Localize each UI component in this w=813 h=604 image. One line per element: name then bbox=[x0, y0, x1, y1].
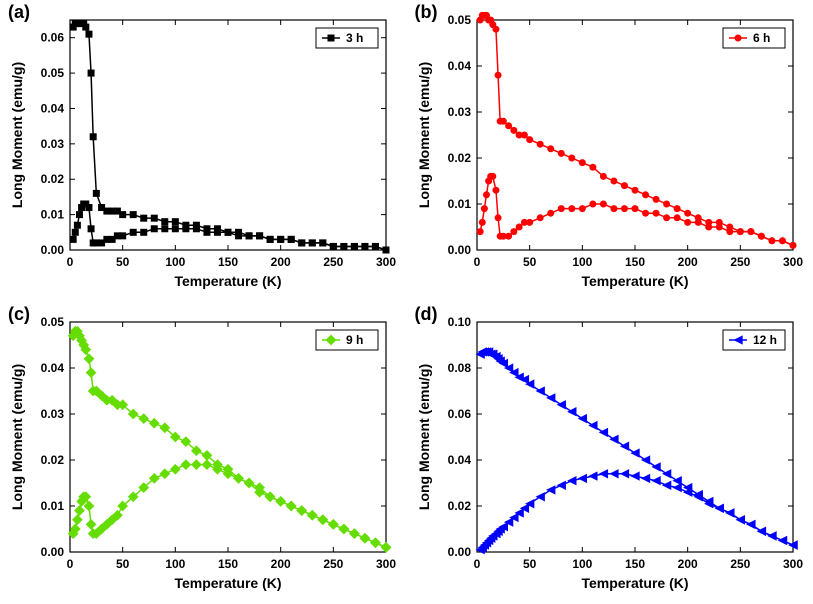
svg-text:0.02: 0.02 bbox=[447, 499, 471, 513]
chart-d: 0 50 100 150 200 250 300 0.00 0.02 0.04 0.06 0.08 0.… bbox=[413, 308, 807, 598]
svg-text:200: 200 bbox=[271, 255, 291, 269]
svg-text:0.04: 0.04 bbox=[41, 101, 65, 115]
svg-text:50: 50 bbox=[116, 255, 130, 269]
svg-text:0.03: 0.03 bbox=[41, 137, 65, 151]
svg-text:12 h: 12 h bbox=[753, 333, 777, 347]
svg-text:0.00: 0.00 bbox=[41, 545, 65, 559]
svg-text:200: 200 bbox=[677, 557, 697, 571]
svg-text:0.04: 0.04 bbox=[447, 59, 471, 73]
panel-b: (b) 0 50 100 150 200 250 300 0.00 0.01 0.02 0.03 0.… bbox=[407, 0, 813, 302]
svg-text:150: 150 bbox=[624, 557, 644, 571]
svg-text:6 h: 6 h bbox=[753, 31, 770, 45]
svg-text:0.01: 0.01 bbox=[447, 197, 471, 211]
svg-text:Long Moment (emu/g): Long Moment (emu/g) bbox=[416, 62, 432, 208]
panel-label-b: (b) bbox=[415, 2, 438, 23]
svg-text:Long Moment (emu/g): Long Moment (emu/g) bbox=[416, 364, 432, 510]
svg-text:0.02: 0.02 bbox=[447, 151, 471, 165]
svg-text:250: 250 bbox=[730, 557, 750, 571]
panel-label-a: (a) bbox=[8, 2, 30, 23]
svg-text:0: 0 bbox=[67, 557, 74, 571]
svg-text:0.03: 0.03 bbox=[41, 407, 65, 421]
svg-text:100: 100 bbox=[572, 557, 592, 571]
svg-text:0.04: 0.04 bbox=[447, 453, 471, 467]
svg-text:0.02: 0.02 bbox=[41, 172, 65, 186]
svg-text:300: 300 bbox=[376, 557, 396, 571]
svg-text:0.05: 0.05 bbox=[41, 315, 65, 329]
svg-text:0.06: 0.06 bbox=[41, 31, 65, 45]
svg-text:0.01: 0.01 bbox=[41, 208, 65, 222]
figure-grid: (a) 0 50 100 150 200 250 300 0.00 0.01 0.02 0.03 0.… bbox=[0, 0, 813, 604]
svg-text:0.10: 0.10 bbox=[447, 315, 471, 329]
svg-text:0.02: 0.02 bbox=[41, 453, 65, 467]
panel-label-d: (d) bbox=[415, 304, 438, 325]
svg-text:Temperature (K): Temperature (K) bbox=[174, 273, 281, 289]
chart-c: 0 50 100 150 200 250 300 0.00 0.01 0.02 0.03 0.04 0.… bbox=[6, 308, 400, 598]
svg-text:0: 0 bbox=[67, 255, 74, 269]
svg-text:150: 150 bbox=[218, 557, 238, 571]
svg-text:0.06: 0.06 bbox=[447, 407, 471, 421]
svg-text:0.03: 0.03 bbox=[447, 105, 471, 119]
svg-text:150: 150 bbox=[218, 255, 238, 269]
svg-text:3 h: 3 h bbox=[346, 31, 363, 45]
svg-text:Long Moment (emu/g): Long Moment (emu/g) bbox=[9, 364, 25, 510]
svg-text:0.08: 0.08 bbox=[447, 361, 471, 375]
svg-text:0.00: 0.00 bbox=[447, 243, 471, 257]
svg-text:250: 250 bbox=[730, 255, 750, 269]
svg-text:50: 50 bbox=[522, 255, 536, 269]
svg-text:100: 100 bbox=[165, 255, 185, 269]
svg-text:300: 300 bbox=[782, 255, 802, 269]
svg-text:Temperature (K): Temperature (K) bbox=[174, 575, 281, 591]
panel-d: (d) 0 50 100 150 200 250 300 0.00 0.02 0.04 0.06 0.… bbox=[407, 302, 813, 604]
svg-text:Long Moment (emu/g): Long Moment (emu/g) bbox=[9, 62, 25, 208]
svg-text:100: 100 bbox=[165, 557, 185, 571]
svg-text:200: 200 bbox=[271, 557, 291, 571]
svg-text:50: 50 bbox=[116, 557, 130, 571]
svg-text:0.05: 0.05 bbox=[447, 13, 471, 27]
svg-text:Temperature (K): Temperature (K) bbox=[581, 273, 688, 289]
svg-text:300: 300 bbox=[376, 255, 396, 269]
svg-text:250: 250 bbox=[323, 557, 343, 571]
panel-label-c: (c) bbox=[8, 304, 30, 325]
svg-text:300: 300 bbox=[782, 557, 802, 571]
panel-c: (c) 0 50 100 150 200 250 300 0.00 0.01 0.02 0.03 0.… bbox=[0, 302, 407, 604]
svg-text:0.00: 0.00 bbox=[447, 545, 471, 559]
svg-text:0: 0 bbox=[473, 557, 480, 571]
chart-a: 0 50 100 150 200 250 300 0.00 0.01 0.02 0.03 0.04 0.… bbox=[6, 6, 400, 296]
svg-text:Temperature (K): Temperature (K) bbox=[581, 575, 688, 591]
svg-text:0.00: 0.00 bbox=[41, 243, 65, 257]
svg-text:200: 200 bbox=[677, 255, 697, 269]
svg-text:50: 50 bbox=[522, 557, 536, 571]
svg-text:100: 100 bbox=[572, 255, 592, 269]
panel-a: (a) 0 50 100 150 200 250 300 0.00 0.01 0.02 0.03 0.… bbox=[0, 0, 407, 302]
svg-text:250: 250 bbox=[323, 255, 343, 269]
svg-text:9 h: 9 h bbox=[346, 333, 363, 347]
svg-text:0.04: 0.04 bbox=[41, 361, 65, 375]
svg-text:0.01: 0.01 bbox=[41, 499, 65, 513]
svg-text:0: 0 bbox=[473, 255, 480, 269]
chart-b: 0 50 100 150 200 250 300 0.00 0.01 0.02 0.03 0.04 0.… bbox=[413, 6, 807, 296]
svg-text:0.05: 0.05 bbox=[41, 66, 65, 80]
svg-text:150: 150 bbox=[624, 255, 644, 269]
